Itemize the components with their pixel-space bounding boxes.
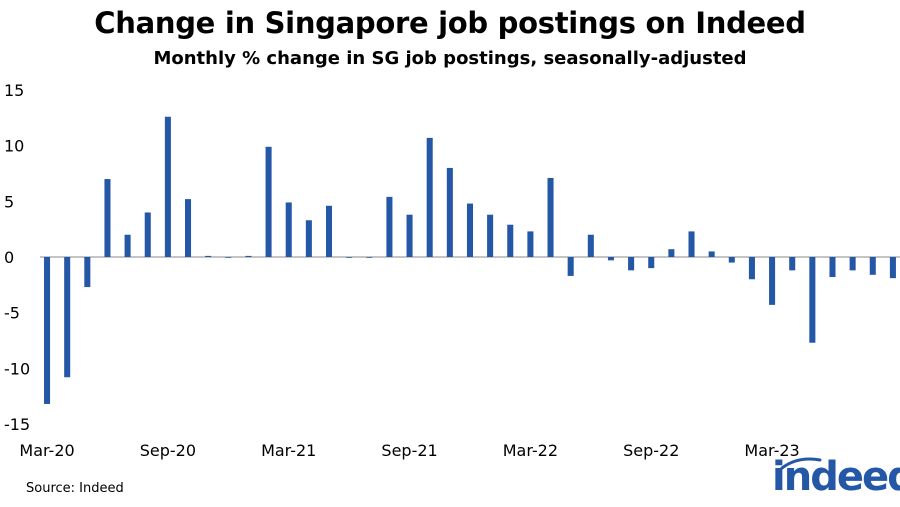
y-tick-label: 5 <box>4 192 14 211</box>
bar-jul-22 <box>607 257 614 261</box>
bar-sep-22 <box>648 257 655 269</box>
bar-dec-20 <box>225 257 232 258</box>
bar-jul-23 <box>849 257 856 271</box>
bar-jun-20 <box>104 179 111 257</box>
indeed-logo: indeed <box>768 452 900 507</box>
bar-sep-20 <box>164 116 171 257</box>
bar-jan-23 <box>728 257 735 263</box>
bar-aug-22 <box>628 257 635 271</box>
bar-oct-20 <box>185 199 192 257</box>
x-tick-label: Sep-21 <box>381 441 437 460</box>
bar-nov-22 <box>688 231 695 257</box>
bar-sep-21 <box>406 214 413 257</box>
bar-mar-21 <box>285 202 292 257</box>
bar-feb-22 <box>507 224 514 257</box>
x-tick-label: Mar-23 <box>744 441 799 460</box>
bar-sep-23 <box>889 257 896 279</box>
x-tick-label: Sep-22 <box>623 441 679 460</box>
bar-apr-20 <box>64 257 71 378</box>
logo-text: indeed <box>772 454 900 500</box>
bar-nov-21 <box>446 167 453 257</box>
bar-oct-21 <box>426 137 433 257</box>
bar-dec-21 <box>466 203 473 257</box>
bar-may-21 <box>325 205 333 257</box>
bar-jul-20 <box>124 234 131 257</box>
y-tick-label: -15 <box>4 415 30 434</box>
source-note: Source: Indeed <box>26 481 124 496</box>
bar-aug-23 <box>869 257 876 275</box>
bar-oct-22 <box>668 249 675 257</box>
bar-jun-22 <box>587 234 594 257</box>
y-tick-label: -5 <box>4 304 20 323</box>
bar-jul-21 <box>366 257 373 258</box>
y-tick-label: 10 <box>4 137 24 156</box>
logo-arc-icon <box>780 457 822 470</box>
x-axis-ticks: Mar-20 Sep-20 Mar-21 Sep-21 Mar-22 Sep-22 Mar-… <box>19 441 799 460</box>
bar-mar-20 <box>44 257 51 404</box>
bar-jun-23 <box>829 257 836 278</box>
x-tick-label: Mar-20 <box>19 441 74 460</box>
x-tick-label: Sep-20 <box>140 441 196 460</box>
bar-nov-20 <box>205 255 212 257</box>
bar-jan-22 <box>487 214 494 257</box>
chart-title: Change in Singapore job postings on Inde… <box>94 6 806 40</box>
bar-may-22 <box>567 257 574 276</box>
y-axis-ticks: 15 10 5 0 -5 -10 -15 <box>4 81 30 434</box>
bar-aug-20 <box>144 212 151 257</box>
y-tick-label: 15 <box>4 81 24 100</box>
bar-aug-21 <box>386 196 393 257</box>
y-tick-label: -10 <box>4 359 30 378</box>
bar-apr-23 <box>789 257 796 271</box>
x-tick-label: Mar-21 <box>261 441 316 460</box>
y-tick-label: 0 <box>4 248 14 267</box>
bar-apr-21 <box>305 220 312 257</box>
bars <box>44 116 896 404</box>
bar-mar-23 <box>769 257 776 305</box>
bar-may-20 <box>84 257 91 288</box>
chart-subtitle: Monthly % change in SG job postings, sea… <box>153 48 747 69</box>
bar-feb-21 <box>265 146 272 257</box>
bar-apr-22 <box>547 177 554 257</box>
bar-jun-21 <box>346 257 353 258</box>
bar-may-23 <box>809 257 816 343</box>
bar-feb-23 <box>748 257 755 280</box>
bar-mar-22 <box>527 231 534 257</box>
x-tick-label: Mar-22 <box>503 441 558 460</box>
bar-jan-21 <box>245 255 252 257</box>
bar-dec-22 <box>708 251 715 257</box>
